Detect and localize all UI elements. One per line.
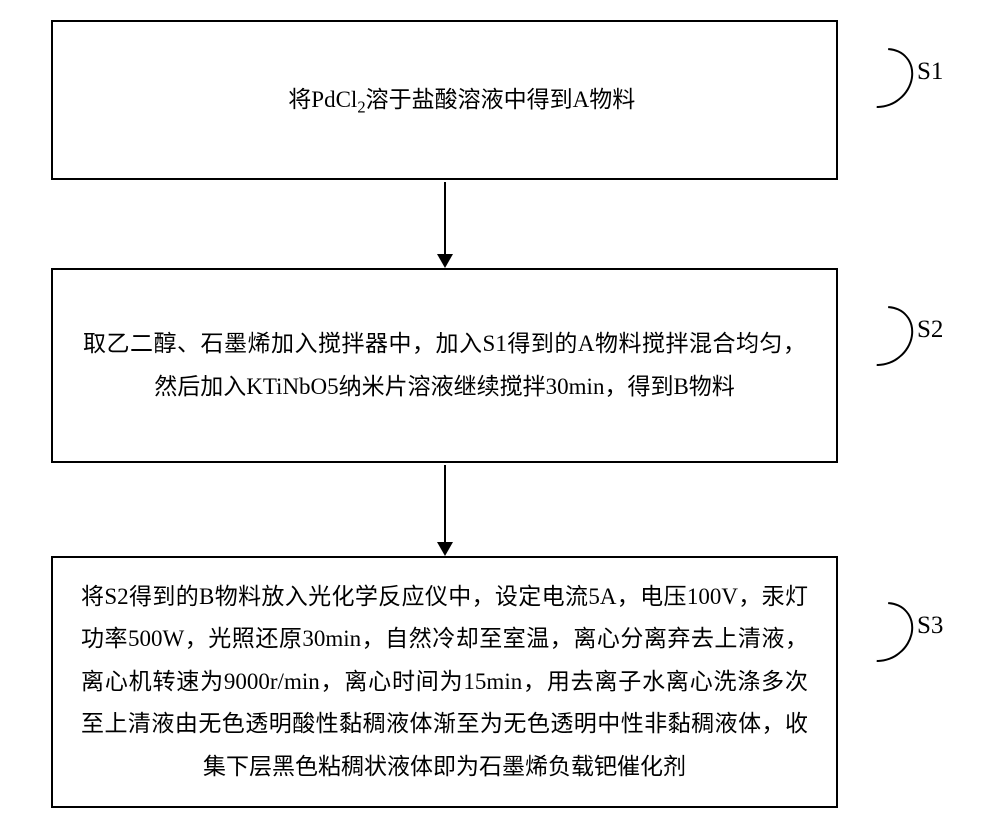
s1-text-sub: 2 bbox=[357, 97, 365, 116]
step-label-s2: S2 bbox=[917, 316, 943, 344]
step-text-s1: 将PdCl2溶于盐酸溶液中得到A物料 bbox=[254, 36, 635, 164]
arrow-s2-s3-head bbox=[437, 542, 453, 556]
s1-text-post: 溶于盐酸溶液中得到A物料 bbox=[366, 87, 636, 112]
step-box-s2: 取乙二醇、石墨烯加入搅拌器中，加入S1得到的A物料搅拌混合均匀，然后加入KTiN… bbox=[51, 268, 838, 463]
step-text-s2: 取乙二醇、石墨烯加入搅拌器中，加入S1得到的A物料搅拌混合均匀，然后加入KTiN… bbox=[83, 323, 806, 408]
flowchart-canvas: 将PdCl2溶于盐酸溶液中得到A物料 S1 取乙二醇、石墨烯加入搅拌器中，加入S… bbox=[0, 0, 1000, 835]
step-label-s3: S3 bbox=[917, 612, 943, 640]
step-text-s3: 将S2得到的B物料放入光化学反应仪中，设定电流5A，电压100V，汞灯功率500… bbox=[81, 576, 808, 789]
label-arc-s3 bbox=[840, 590, 926, 675]
label-arc-s1 bbox=[840, 36, 926, 121]
step-box-s3: 将S2得到的B物料放入光化学反应仪中，设定电流5A，电压100V，汞灯功率500… bbox=[51, 556, 838, 808]
arrow-s2-s3-line bbox=[444, 465, 446, 544]
s1-text-pre: 将PdCl bbox=[288, 87, 357, 112]
step-box-s1: 将PdCl2溶于盐酸溶液中得到A物料 bbox=[51, 20, 838, 180]
step-label-s1: S1 bbox=[917, 58, 943, 86]
label-arc-s2 bbox=[840, 294, 926, 379]
arrow-s1-s2-head bbox=[437, 254, 453, 268]
arrow-s1-s2-line bbox=[444, 182, 446, 256]
